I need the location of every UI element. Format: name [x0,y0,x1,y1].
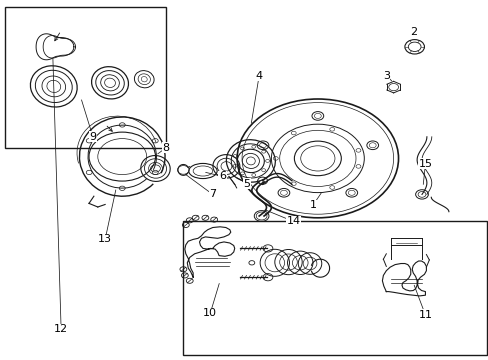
Text: 14: 14 [286,216,300,226]
Text: 11: 11 [418,310,431,320]
Bar [183,221,486,355]
Text: 15: 15 [418,159,431,169]
Text: 6: 6 [219,171,225,181]
Text: 4: 4 [255,71,262,81]
Text: 9: 9 [89,132,96,142]
Text: 3: 3 [382,71,389,81]
Text: 10: 10 [203,308,217,318]
Text: 8: 8 [163,143,169,153]
Text: 2: 2 [409,27,416,37]
Text: 5: 5 [243,179,250,189]
Text: 12: 12 [54,324,68,334]
Text: 13: 13 [98,234,112,244]
Bar [5,7,166,148]
Text: 7: 7 [209,189,216,199]
Text: 1: 1 [309,200,316,210]
